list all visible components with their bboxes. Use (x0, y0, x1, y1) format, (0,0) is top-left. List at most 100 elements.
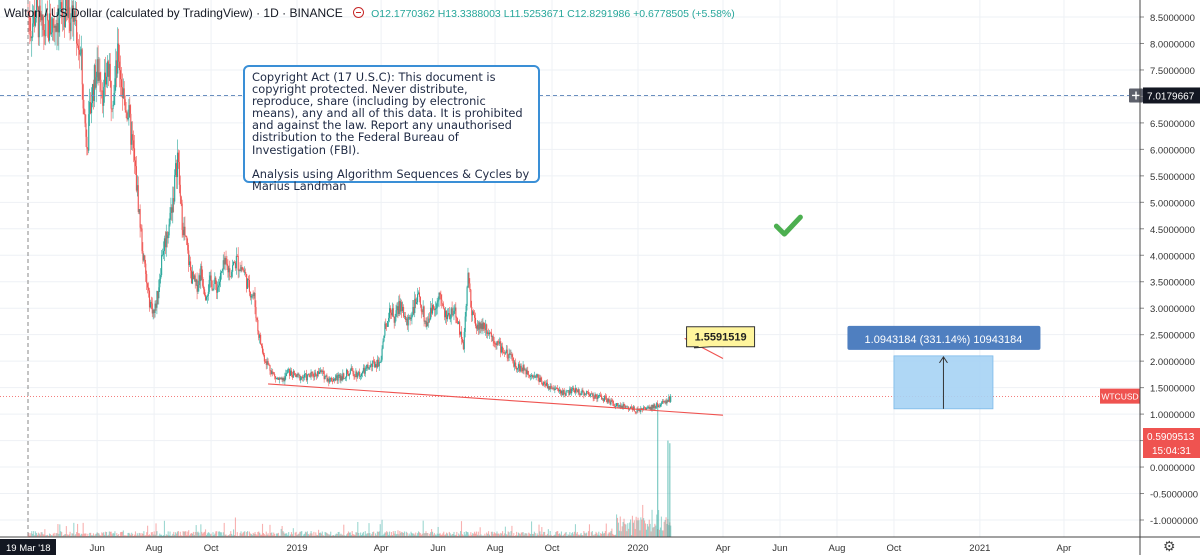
y-tick-label: 2.0000000 (1150, 357, 1195, 368)
candle-body (80, 49, 82, 54)
candle-body (534, 375, 536, 378)
volume-bar (366, 533, 368, 537)
volume-bar (660, 516, 662, 537)
candle-body (281, 378, 283, 381)
volume-bar (52, 533, 54, 537)
candle-body (372, 360, 374, 367)
y-tick-label: 4.5000000 (1150, 225, 1195, 236)
candle-body (367, 364, 369, 369)
volume-bar (105, 532, 108, 537)
copyright-note[interactable]: Copyright Act (17 U.S.C): This document … (243, 65, 540, 192)
candle-body (609, 401, 611, 405)
candle-body (316, 374, 318, 377)
volume-bar (190, 533, 192, 537)
volume-bar (465, 531, 467, 537)
candle-body (336, 375, 338, 381)
volume-bar (545, 535, 548, 537)
candle-body (346, 369, 348, 378)
volume-bar (202, 533, 204, 537)
volume-bar (373, 531, 375, 537)
candle-body (126, 112, 128, 120)
candle-body (261, 344, 263, 347)
y-tick-label: 3.5000000 (1150, 278, 1195, 289)
candle-body (481, 323, 483, 330)
volume-bar (288, 532, 290, 537)
volume-bar (285, 533, 287, 537)
candle-body (237, 256, 239, 271)
candle-body (162, 254, 164, 256)
volume-bar (488, 534, 491, 537)
candle-body (453, 310, 455, 315)
candle-body (75, 20, 77, 21)
candle-body (179, 184, 181, 197)
volume-bar (625, 524, 627, 537)
candle-body (258, 331, 260, 338)
volume-bar (77, 523, 79, 537)
candle-body (475, 325, 477, 329)
candle-body (599, 394, 601, 396)
volume-bar (595, 531, 597, 537)
volume-bar (321, 531, 323, 537)
candle-body (542, 384, 544, 386)
candle-body (235, 255, 237, 269)
candle-body (570, 388, 572, 394)
candle-body (576, 390, 578, 392)
candle-body (486, 324, 488, 334)
volume-bar (69, 531, 71, 537)
candle-body (513, 361, 515, 367)
volume-bar (411, 533, 413, 537)
volume-bar (375, 535, 378, 537)
candle-body (198, 275, 200, 285)
volume-bar (318, 532, 321, 537)
volume-bar (147, 525, 149, 537)
volume-bar (646, 523, 648, 537)
candle-body (538, 378, 540, 383)
high-value: H13.3388003 (437, 8, 501, 20)
candle-body (413, 306, 415, 314)
candle-body (92, 84, 94, 102)
symbol-title[interactable]: Walton / US Dollar (calculated by Tradin… (4, 6, 343, 20)
candle-body (30, 30, 32, 39)
volume-bar (559, 533, 561, 537)
volume-bar (565, 531, 567, 537)
volume-bar (420, 534, 422, 537)
candle-body (371, 363, 373, 367)
candle-body (449, 318, 451, 320)
candle-body (469, 283, 471, 290)
volume-bar (31, 531, 33, 537)
volume-bar (460, 531, 462, 537)
volume-bar (519, 534, 521, 537)
volume-bar (494, 533, 496, 537)
candle-body (323, 371, 325, 380)
candle-body (275, 376, 277, 379)
candle-body (624, 406, 626, 408)
volume-bar (399, 531, 401, 537)
volume-bar (275, 533, 278, 537)
volume-bar (570, 535, 572, 537)
plus-icon[interactable] (1129, 88, 1143, 103)
volume-bar (255, 534, 257, 537)
candle-body (94, 65, 96, 88)
candle-body (594, 394, 596, 399)
candle-body (311, 371, 313, 373)
volume-bar (32, 533, 34, 537)
volume-bar (666, 523, 668, 537)
volume-bar (347, 531, 350, 537)
volume-bar (516, 531, 518, 537)
candle-body (541, 380, 543, 385)
volume-bar (68, 534, 70, 537)
candle-body (354, 376, 356, 378)
volume-bar (231, 533, 233, 537)
candle-body (308, 374, 310, 377)
volume-bar (583, 531, 585, 537)
gear-icon[interactable]: ⚙ (1163, 538, 1176, 554)
candle-body (262, 352, 265, 355)
volume-bar (403, 533, 405, 537)
candle-body (507, 357, 509, 359)
volume-bar (141, 533, 143, 537)
candle-body (440, 294, 442, 300)
volume-spike (657, 406, 659, 537)
candle-body (575, 388, 577, 391)
volume-bar (490, 531, 492, 537)
